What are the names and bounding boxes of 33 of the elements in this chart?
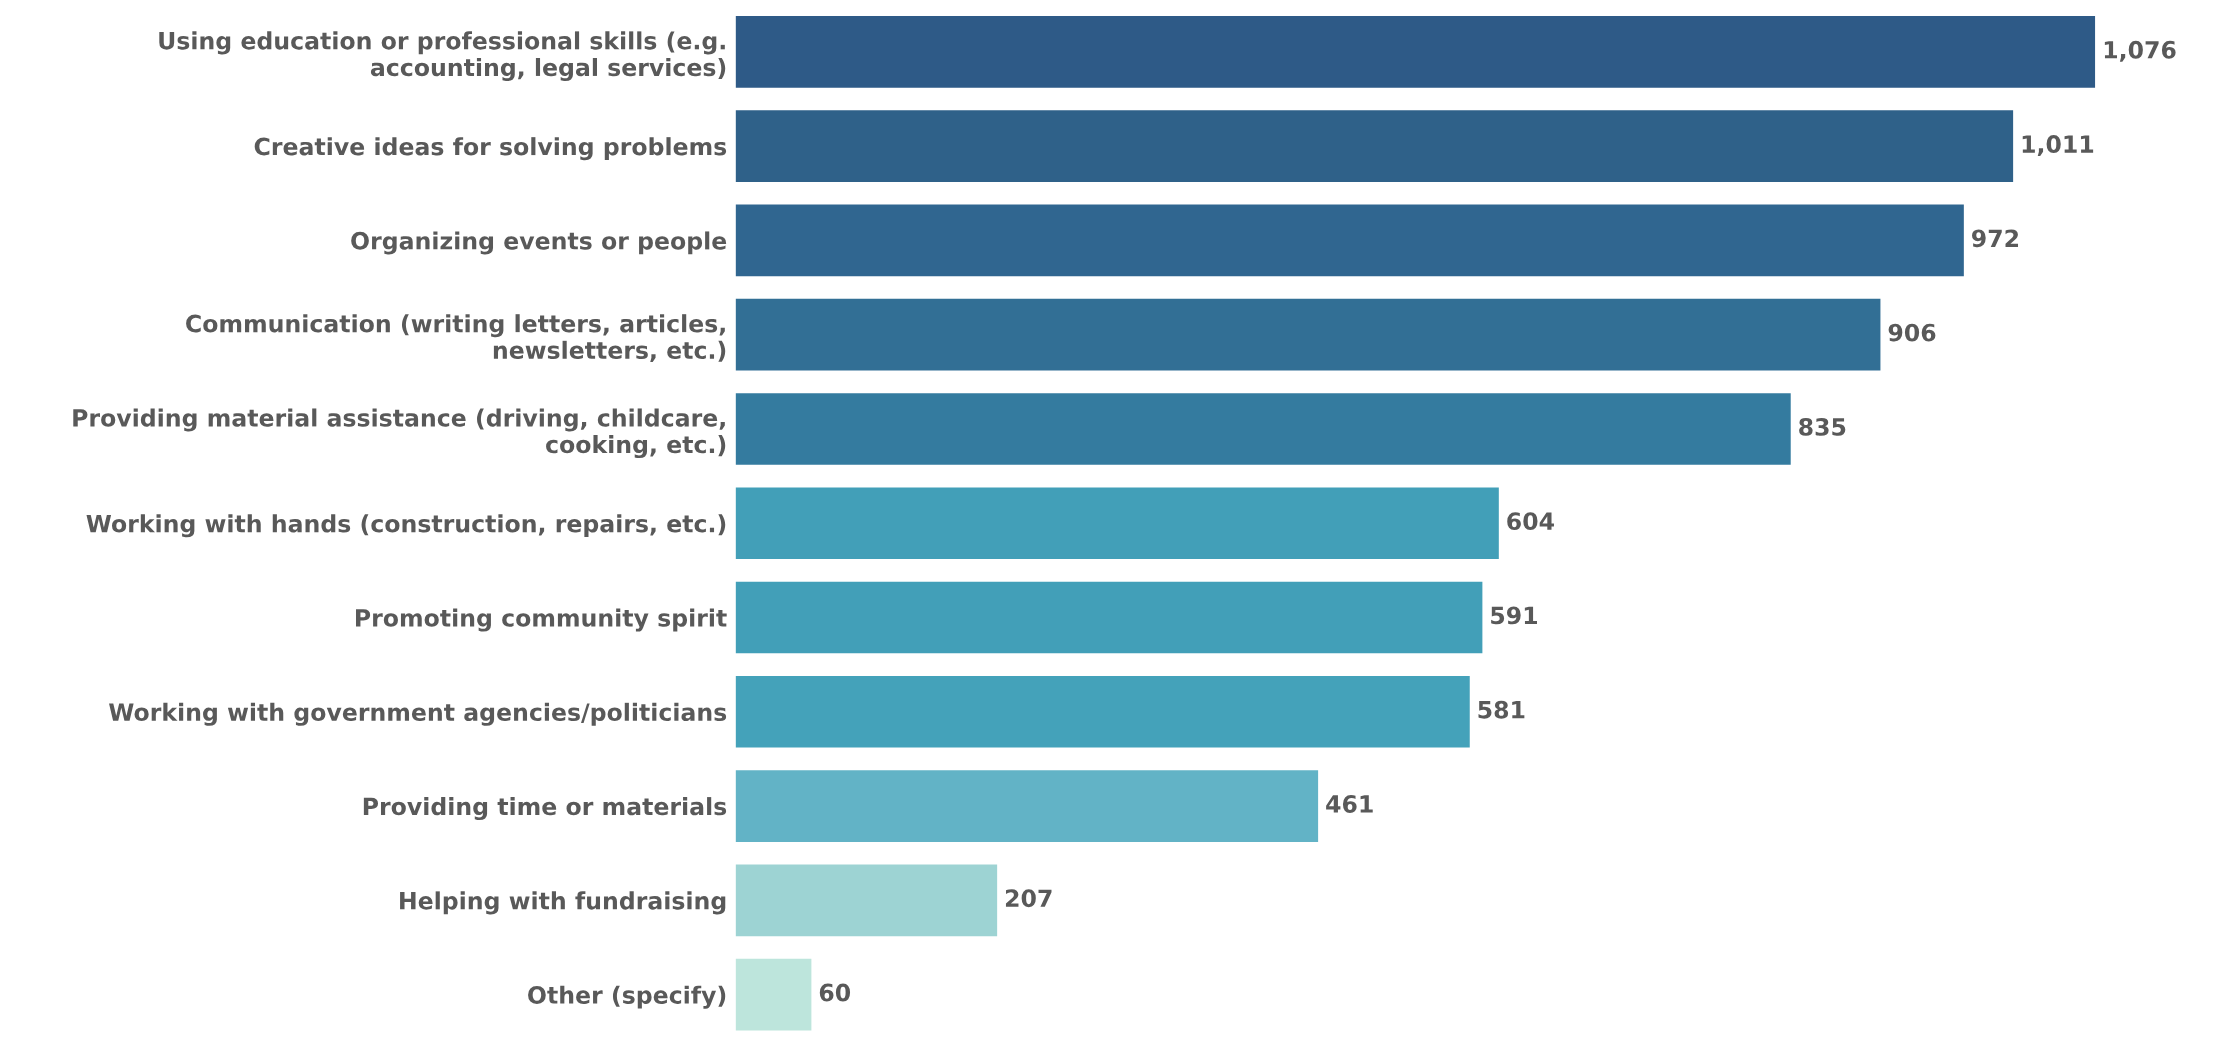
bar	[735, 958, 812, 1031]
bar	[735, 110, 2014, 182]
data-label: 581	[1478, 700, 1525, 719]
bar	[735, 393, 1791, 465]
y-tick-label: Working with government agencies/politicians	[109, 702, 727, 726]
y-tick-label: Communication (writing letters, articles, newsletters, etc.)	[186, 314, 726, 363]
y-tick-label: Creative ideas for solving problems	[254, 137, 727, 161]
bar	[735, 16, 2096, 88]
y-tick-label: Organizing events or people	[351, 231, 727, 255]
bar	[735, 864, 998, 937]
data-label: 1,076	[2104, 40, 2176, 62]
data-label: 1,011	[2022, 135, 2094, 156]
y-tick-label: Working with hands (construction, repairs, etc.)	[86, 514, 726, 538]
data-label: 591	[1491, 606, 1537, 625]
data-label: 461	[1326, 795, 1373, 813]
y-tick-label: Other (specify)	[528, 985, 726, 1009]
data-label: 60	[819, 983, 851, 1002]
bar	[735, 770, 1319, 842]
bar	[735, 204, 1964, 277]
data-label: 207	[1005, 889, 1052, 908]
bar	[735, 298, 1881, 371]
y-tick-label: Using education or professional skills (e.g. accounting, legal services)	[159, 31, 726, 82]
bar	[735, 487, 1499, 560]
y-tick-label: Promoting community spirit	[356, 608, 727, 632]
y-tick-label: Providing time or materials	[363, 797, 727, 821]
y-tick-label: Providing material assistance (driving, childcare, cooking, etc.)	[73, 408, 726, 459]
data-label: 604	[1507, 512, 1554, 531]
y-tick-label: Helping with fundraising	[400, 891, 726, 915]
bar	[735, 581, 1483, 654]
data-label: 835	[1799, 417, 1846, 436]
data-label: 972	[1972, 229, 2019, 248]
data-label: 906	[1888, 323, 1936, 342]
bar	[735, 675, 1470, 748]
